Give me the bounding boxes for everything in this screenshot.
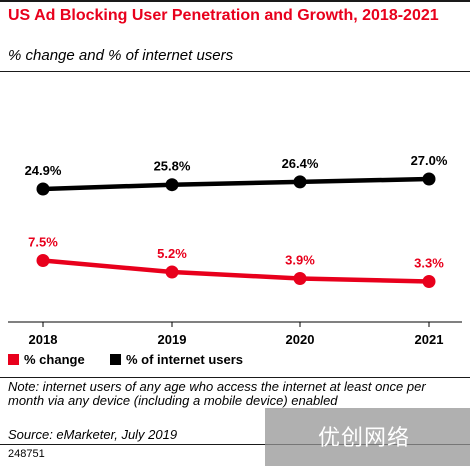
title-divider [0,71,470,72]
data-point [165,265,179,279]
chart-id-code: 248751 [8,448,45,460]
chart-title: US Ad Blocking User Penetration and Grow… [8,7,439,24]
footnote: Note: internet users of any age who acce… [8,379,426,408]
data-point [165,178,179,192]
x-tick-label: 2018 [29,332,58,347]
data-point [422,275,436,288]
data-label: 7.5% [28,235,58,250]
legend-swatch-black [110,354,121,365]
watermark-overlay [265,408,470,466]
data-label: 26.4% [282,156,319,171]
x-tick-label: 2019 [158,332,187,347]
data-point [36,182,50,196]
data-label: 24.9% [25,163,62,178]
x-tick-label: 2021 [415,332,444,347]
series-line [40,176,432,192]
data-point [36,254,50,267]
line-chart: 2018 2019 2020 2021 24.9% 25.8% 26.4% 27.0% 7.5… [8,153,462,347]
data-label: 3.3% [414,256,444,271]
source-text: Source: eMarketer, July 2019 [8,427,178,442]
legend-label-users: % of internet users [126,352,244,367]
legend-item-users: % of internet users [110,352,243,367]
watermark-logo: 优创网络 [318,426,411,451]
data-label: 27.0% [411,153,448,168]
series-line [40,258,432,284]
data-label: 3.9% [285,253,315,268]
top-rule [0,0,470,2]
data-point [293,175,307,189]
x-tick-label: 2020 [286,332,315,347]
legend-label-change: % change [24,352,85,367]
legend-item-change: % change [8,352,85,367]
data-label: 25.8% [154,159,191,174]
chart-subtitle: % change and % of internet users [8,47,234,64]
legend-swatch-red [8,354,19,365]
data-label: 5.2% [157,246,187,261]
footer-divider [0,377,470,378]
data-point [293,272,307,285]
footer-rule [0,444,470,445]
data-point [422,172,436,186]
